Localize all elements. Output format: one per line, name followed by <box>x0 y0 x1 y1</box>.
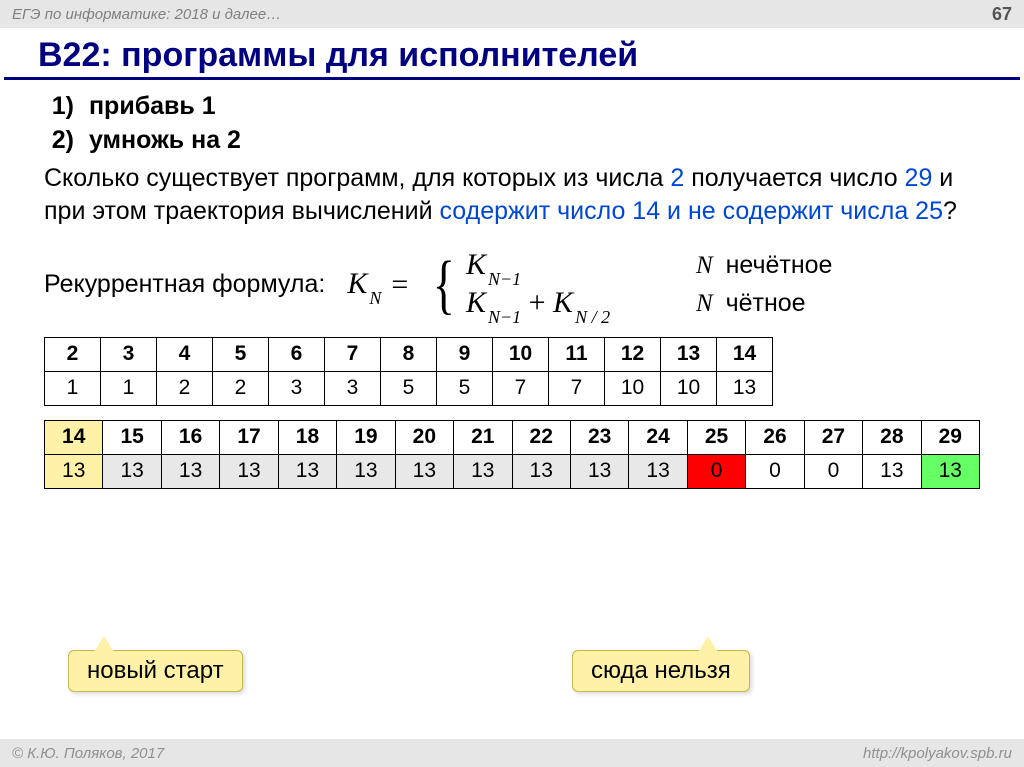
table-cell: 17 <box>220 421 278 455</box>
table-2: 14151617181920212223242526272829 1313131… <box>44 420 980 489</box>
table-cell: 10 <box>605 372 661 406</box>
table-cell: 12 <box>605 338 661 372</box>
table-cell: 13 <box>278 455 336 489</box>
q-mark: ? <box>943 197 957 225</box>
table-cell: 5 <box>437 372 493 406</box>
table-cell: 0 <box>687 455 745 489</box>
table-cell: 13 <box>220 455 278 489</box>
table-cell: 13 <box>661 338 717 372</box>
table-cell: 29 <box>921 421 979 455</box>
table-cell: 13 <box>512 455 570 489</box>
table-cell: 13 <box>337 455 395 489</box>
table-cell: 19 <box>337 421 395 455</box>
table-cell: 28 <box>863 421 921 455</box>
table-cell: 13 <box>161 455 219 489</box>
table-cell: 25 <box>687 421 745 455</box>
footer-left: © К.Ю. Поляков, 2017 <box>12 745 164 762</box>
table-cell: 18 <box>278 421 336 455</box>
table-cell: 8 <box>381 338 437 372</box>
q-num: 2 <box>670 164 684 192</box>
q-part: Сколько существует программ, для которых… <box>44 164 670 192</box>
table-cell: 0 <box>746 455 804 489</box>
table-cell: 15 <box>103 421 161 455</box>
table-cell: 10 <box>493 338 549 372</box>
table-cell: 13 <box>395 455 453 489</box>
table-cell: 14 <box>717 338 773 372</box>
callout-new-start: новый старт <box>68 650 243 692</box>
table-cell: 13 <box>45 455 103 489</box>
lhs: KN <box>347 264 381 306</box>
slide-title: B22: программы для исполнителей <box>4 28 1020 80</box>
op-num: 2) <box>44 124 74 158</box>
q-part: получается число <box>684 164 904 192</box>
table-cell: 7 <box>549 372 605 406</box>
table-cell: 13 <box>921 455 979 489</box>
table-cell: 3 <box>325 372 381 406</box>
q-num: 29 <box>905 164 933 192</box>
table-1: 234567891011121314 1122335577101013 <box>44 337 773 406</box>
formula-row: Рекуррентная формула: KN = { KN−1 N нечё… <box>44 247 980 323</box>
table-cell: 11 <box>549 338 605 372</box>
table-cell: 2 <box>157 372 213 406</box>
table-cell: 3 <box>269 372 325 406</box>
table-cell: 0 <box>804 455 862 489</box>
table-cell: 13 <box>629 455 687 489</box>
table-cell: 4 <box>157 338 213 372</box>
table-cell: 2 <box>45 338 101 372</box>
op-num: 1) <box>44 90 74 124</box>
q-condition: содержит число 14 и не содержит числа 25 <box>439 197 943 225</box>
table-cell: 9 <box>437 338 493 372</box>
op-text: прибавь 1 <box>89 92 216 120</box>
case-row: KN−1 + KN / 2 N чётное <box>466 285 833 323</box>
callout-forbidden: сюда нельзя <box>572 650 750 692</box>
table-cell: 27 <box>804 421 862 455</box>
table-cell: 13 <box>717 372 773 406</box>
footer-right: http://kpolyakov.spb.ru <box>863 745 1012 762</box>
case-expr: KN−1 <box>466 245 696 287</box>
formula-label: Рекуррентная формула: <box>44 268 325 302</box>
table-cell: 24 <box>629 421 687 455</box>
table-cell: 26 <box>746 421 804 455</box>
table-cell: 13 <box>863 455 921 489</box>
table-cell: 22 <box>512 421 570 455</box>
table-cell: 1 <box>101 372 157 406</box>
header-left: ЕГЭ по информатике: 2018 и далее… <box>12 6 281 23</box>
page-number: 67 <box>992 4 1012 25</box>
table-cell: 13 <box>454 455 512 489</box>
table-cell: 7 <box>493 372 549 406</box>
table-cell: 7 <box>325 338 381 372</box>
table-cell: 5 <box>381 372 437 406</box>
table-cell: 10 <box>661 372 717 406</box>
table-cell: 6 <box>269 338 325 372</box>
table-cell: 3 <box>101 338 157 372</box>
table-cell: 1 <box>45 372 101 406</box>
table-cell: 13 <box>570 455 628 489</box>
eq-sign: = <box>391 265 408 306</box>
case-row: KN−1 N нечётное <box>466 247 833 285</box>
table-cell: 23 <box>570 421 628 455</box>
brace-icon: { <box>433 255 455 315</box>
footer-bar: © К.Ю. Поляков, 2017 http://kpolyakov.sp… <box>0 739 1024 767</box>
case-cond: N нечётное <box>696 249 833 283</box>
table-cell: 20 <box>395 421 453 455</box>
op-text: умножь на 2 <box>89 126 241 154</box>
formula: KN = { KN−1 N нечётное KN−1 + KN / 2 N ч… <box>347 247 832 323</box>
cases: KN−1 N нечётное KN−1 + KN / 2 N чётное <box>466 247 833 323</box>
table-cell: 13 <box>103 455 161 489</box>
op-row: 2) умножь на 2 <box>44 124 980 158</box>
content-area: 1) прибавь 1 2) умножь на 2 Сколько суще… <box>0 90 1024 489</box>
op-row: 1) прибавь 1 <box>44 90 980 124</box>
header-bar: ЕГЭ по информатике: 2018 и далее… 67 <box>0 0 1024 28</box>
table-cell: 16 <box>161 421 219 455</box>
case-cond: N чётное <box>696 287 806 321</box>
table-cell: 21 <box>454 421 512 455</box>
table-cell: 14 <box>45 421 103 455</box>
question-text: Сколько существует программ, для которых… <box>44 162 980 230</box>
table-cell: 5 <box>213 338 269 372</box>
table-cell: 2 <box>213 372 269 406</box>
operations-list: 1) прибавь 1 2) умножь на 2 <box>44 90 980 158</box>
case-expr: KN−1 + KN / 2 <box>466 283 696 325</box>
